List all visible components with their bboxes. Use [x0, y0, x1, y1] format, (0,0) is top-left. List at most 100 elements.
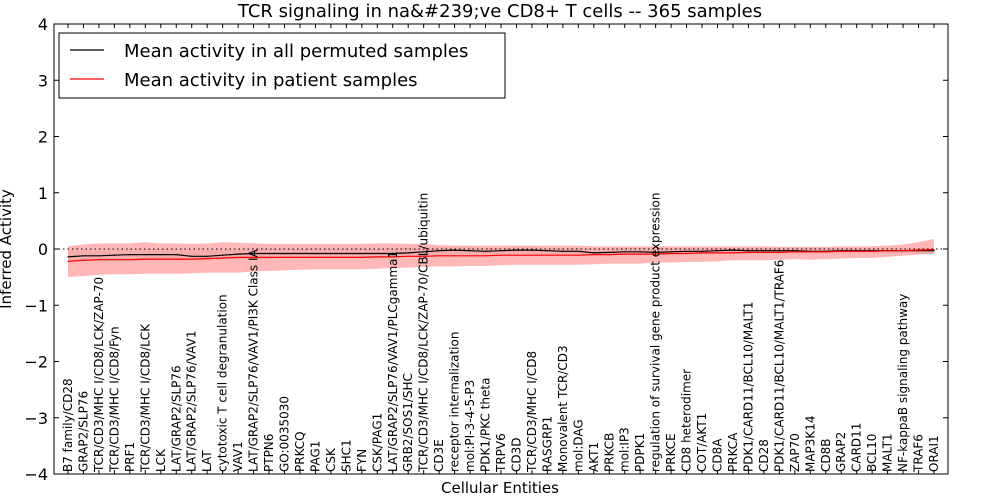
category-label: PRKCQ [293, 431, 307, 472]
chart-title: TCR signaling in na&#239;ve CD8+ T cells… [237, 1, 762, 22]
category-label: TCR/CD3/MHC I/CD8/LCK/ZAP-70 [92, 277, 106, 473]
data-point [747, 251, 750, 253]
data-point [840, 250, 842, 252]
data-point [175, 254, 177, 256]
data-point [856, 250, 858, 252]
y-tick-label: 2 [38, 128, 48, 147]
data-point [438, 250, 440, 252]
data-point [515, 254, 518, 256]
data-point [299, 252, 301, 255]
data-point [701, 252, 703, 254]
data-point [113, 254, 115, 256]
data-point [686, 250, 688, 252]
legend-label-permuted: Mean activity in all permuted samples [124, 41, 468, 62]
y-tick-label: −4 [24, 465, 48, 484]
data-point [144, 254, 146, 256]
data-point [577, 250, 579, 252]
category-label: LAT/GRAP2/SLP76/VAV1 [185, 331, 199, 472]
data-point [562, 254, 564, 256]
category-label: CD28 [757, 439, 771, 472]
data-point [268, 252, 270, 255]
data-point [670, 252, 672, 255]
category-label: CD8A [711, 438, 725, 472]
data-point [732, 252, 734, 254]
data-point [98, 259, 100, 261]
data-point [825, 251, 827, 253]
data-point [917, 249, 920, 251]
y-tick-label: −1 [24, 296, 48, 315]
x-axis-title: Cellular Entities [441, 479, 559, 497]
data-point [716, 250, 719, 252]
data-point [392, 256, 394, 258]
data-point [67, 260, 69, 262]
data-point [376, 256, 378, 258]
category-label: MALT1 [881, 433, 895, 472]
category-label: TCR/CD3/MHC I/CD8/LCK [138, 323, 152, 473]
data-point [701, 250, 703, 252]
data-point [206, 255, 208, 257]
data-point [330, 256, 332, 258]
category-label: NF-kappaB signaling pathway [896, 294, 910, 472]
category-label: PRKCE [664, 433, 678, 472]
data-point [500, 254, 502, 256]
category-label: GRB2/SOS1/SHC [401, 373, 415, 472]
category-label: COT/AKT1 [695, 413, 709, 472]
y-tick-label: −3 [24, 409, 48, 428]
data-point [129, 259, 131, 261]
category-label: LAT/GRAP2/SLP76/VAV1/PLCgamma1 [386, 251, 400, 472]
data-point [129, 254, 131, 256]
data-point [933, 250, 935, 252]
data-point [577, 254, 579, 256]
category-label: AKT1 [587, 442, 601, 472]
data-point [361, 256, 363, 258]
data-point [191, 258, 193, 260]
category-label: B7 family/CD28 [61, 378, 75, 472]
category-label: regulation of survival gene product expr… [649, 193, 663, 472]
data-point [624, 251, 626, 253]
category-label: LCK [154, 448, 168, 472]
category-label: Monovalent TCR/CD3 [556, 345, 570, 472]
data-point [361, 252, 363, 255]
category-label: SHC1 [339, 439, 353, 472]
data-point [469, 250, 471, 252]
data-point [624, 253, 626, 255]
data-point [314, 252, 316, 255]
y-tick-label: 1 [38, 184, 48, 203]
data-point [376, 252, 378, 255]
category-label: TRPV6 [494, 433, 508, 473]
category-label: mol:DAG [571, 419, 585, 472]
data-point [222, 257, 224, 259]
data-point [268, 256, 270, 258]
data-point [778, 250, 781, 252]
data-point [763, 250, 765, 252]
data-point [531, 249, 533, 251]
category-label: mol:IP3 [618, 427, 632, 472]
category-label: PDPK1 [633, 433, 647, 472]
data-point [484, 250, 487, 252]
category-label: cytotoxic T cell degranulation [216, 294, 230, 472]
category-label: mol:PI-3-4-5-P3 [463, 380, 477, 472]
data-point [253, 252, 255, 255]
data-point [253, 256, 255, 258]
category-label: ZAP70 [788, 433, 802, 472]
category-label: receptor internalization [448, 332, 462, 472]
legend-label-patient: Mean activity in patient samples [124, 70, 418, 91]
data-point [314, 256, 316, 258]
data-point [160, 258, 162, 260]
data-point [438, 255, 440, 257]
category-label: PDK1/PKC theta [479, 378, 493, 472]
bands-layer [68, 238, 934, 278]
data-point [222, 254, 224, 256]
category-label: PRKCB [602, 433, 616, 472]
category-label: PTPN6 [262, 434, 276, 472]
data-point [933, 249, 935, 251]
data-point [639, 251, 641, 253]
data-point [608, 251, 610, 253]
data-point [670, 251, 672, 253]
legend: Mean activity in all permuted samples Me… [58, 32, 506, 99]
category-label: PRKCA [726, 432, 740, 472]
data-point [794, 250, 796, 252]
data-point [206, 258, 208, 260]
category-label: MAP3K14 [803, 415, 817, 472]
category-label: RASGRP1 [540, 416, 554, 472]
